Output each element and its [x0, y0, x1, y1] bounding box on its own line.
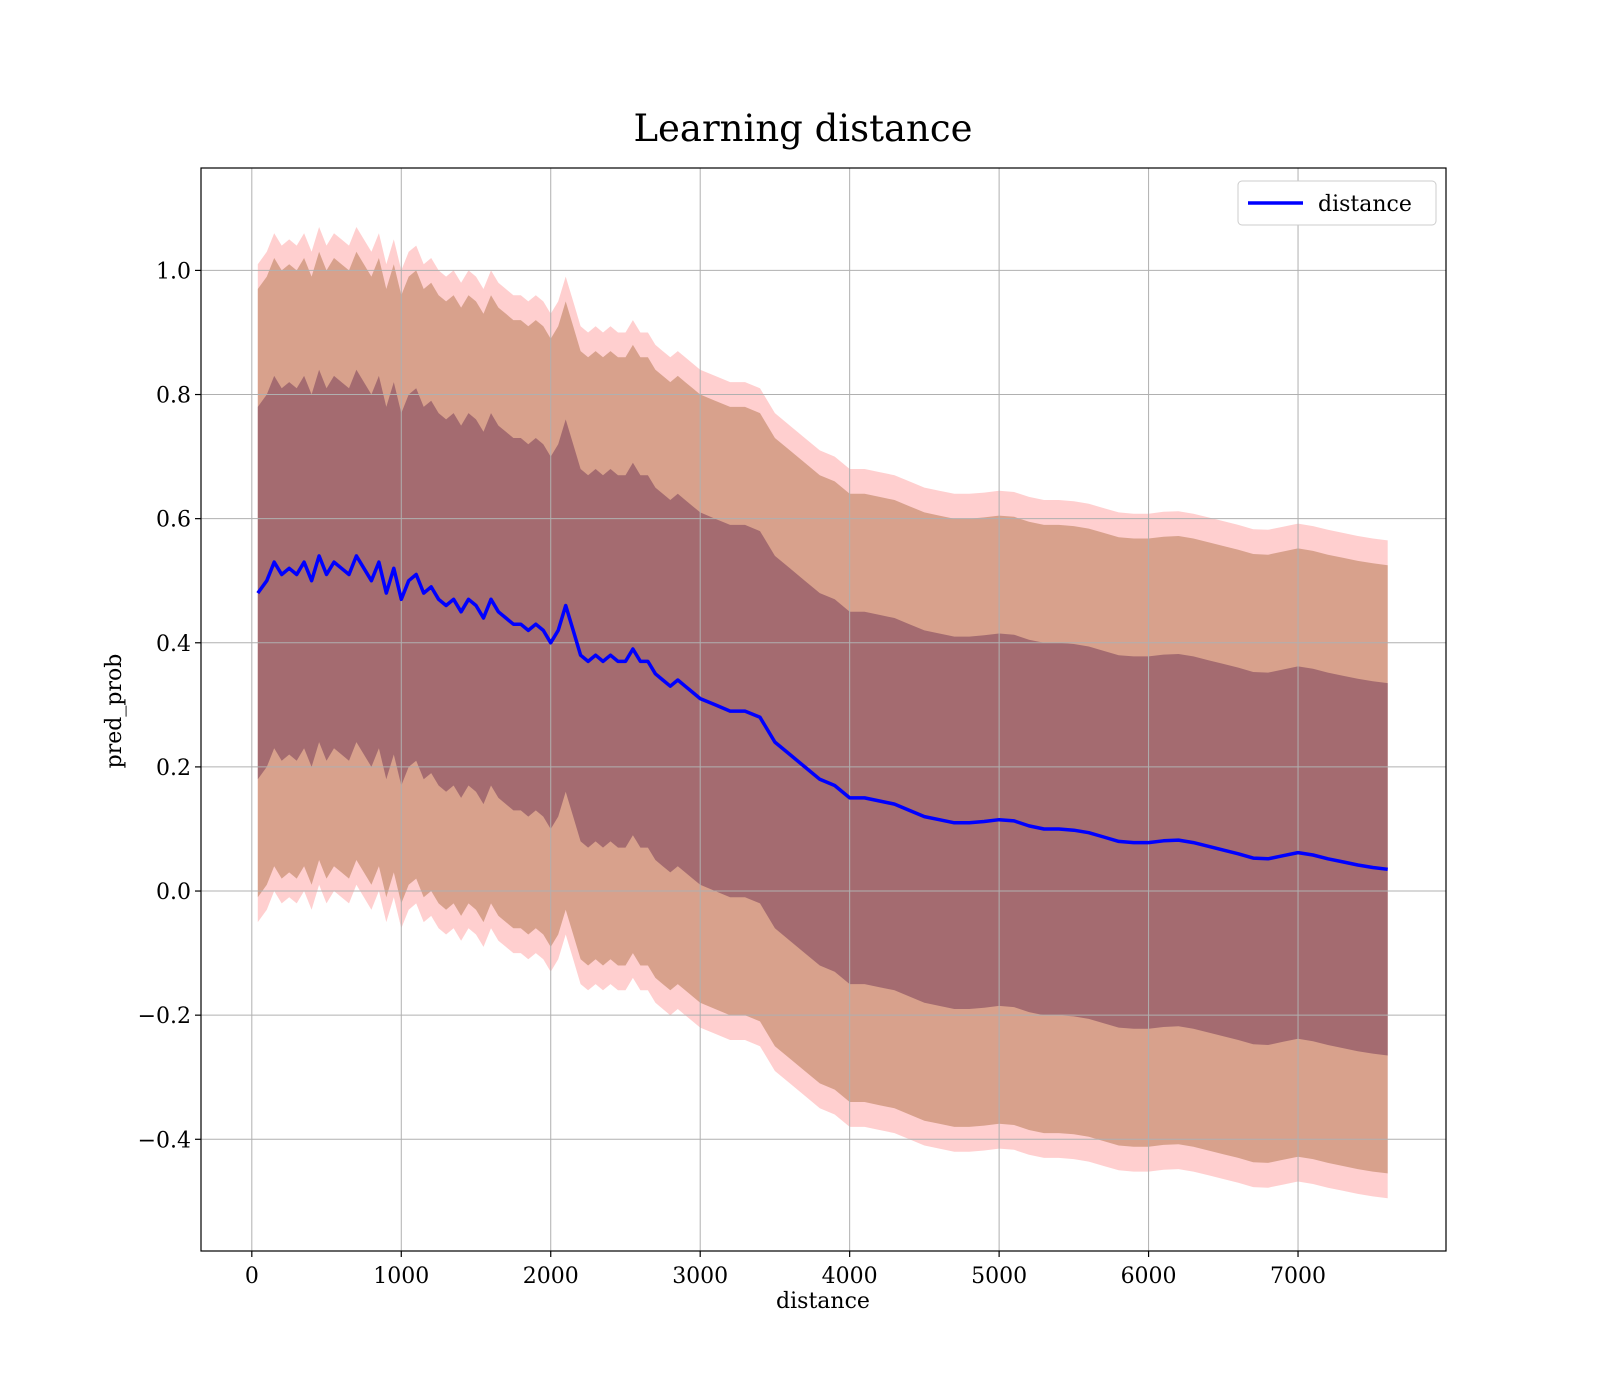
band-layer: [257, 227, 1388, 1199]
legend: distance: [1237, 180, 1437, 226]
ticks-layer: 0 1000 2000 3000 4000 5000 6000 7000 −0.4 −0.2 0.0…: [138, 259, 1326, 1289]
x-axis-label: distance: [776, 1289, 870, 1314]
y-tick-label: 0.4: [156, 632, 191, 657]
y-tick-label: 0.6: [156, 508, 191, 533]
y-tick-label: −0.2: [138, 1004, 191, 1029]
y-tick-label: 1.0: [156, 259, 191, 284]
y-tick-label: 0.8: [156, 384, 191, 409]
y-tick-label: 0.0: [156, 880, 191, 905]
legend-box: [1237, 180, 1437, 226]
x-tick-label: 0: [245, 1264, 259, 1289]
x-tick-label: 1000: [373, 1264, 429, 1289]
chart-title: Learning distance: [633, 107, 972, 150]
y-tick-label: −0.4: [138, 1128, 191, 1153]
grid-layer: [201, 168, 1446, 1251]
y-tick-label: 0.2: [156, 756, 191, 781]
legend-label-distance: distance: [1318, 192, 1412, 217]
band-inner: [257, 369, 1388, 1056]
y-axis-label: pred_prob: [102, 654, 127, 769]
series-layer: [256, 554, 1388, 872]
plot-frame: [200, 167, 1447, 1252]
series-line-distance: [256, 554, 1388, 872]
x-tick-label: 2000: [523, 1264, 579, 1289]
x-tick-label: 3000: [672, 1264, 728, 1289]
x-tick-label: 5000: [971, 1264, 1027, 1289]
x-tick-label: 7000: [1270, 1264, 1326, 1289]
x-tick-label: 6000: [1121, 1264, 1177, 1289]
x-tick-label: 4000: [822, 1264, 878, 1289]
